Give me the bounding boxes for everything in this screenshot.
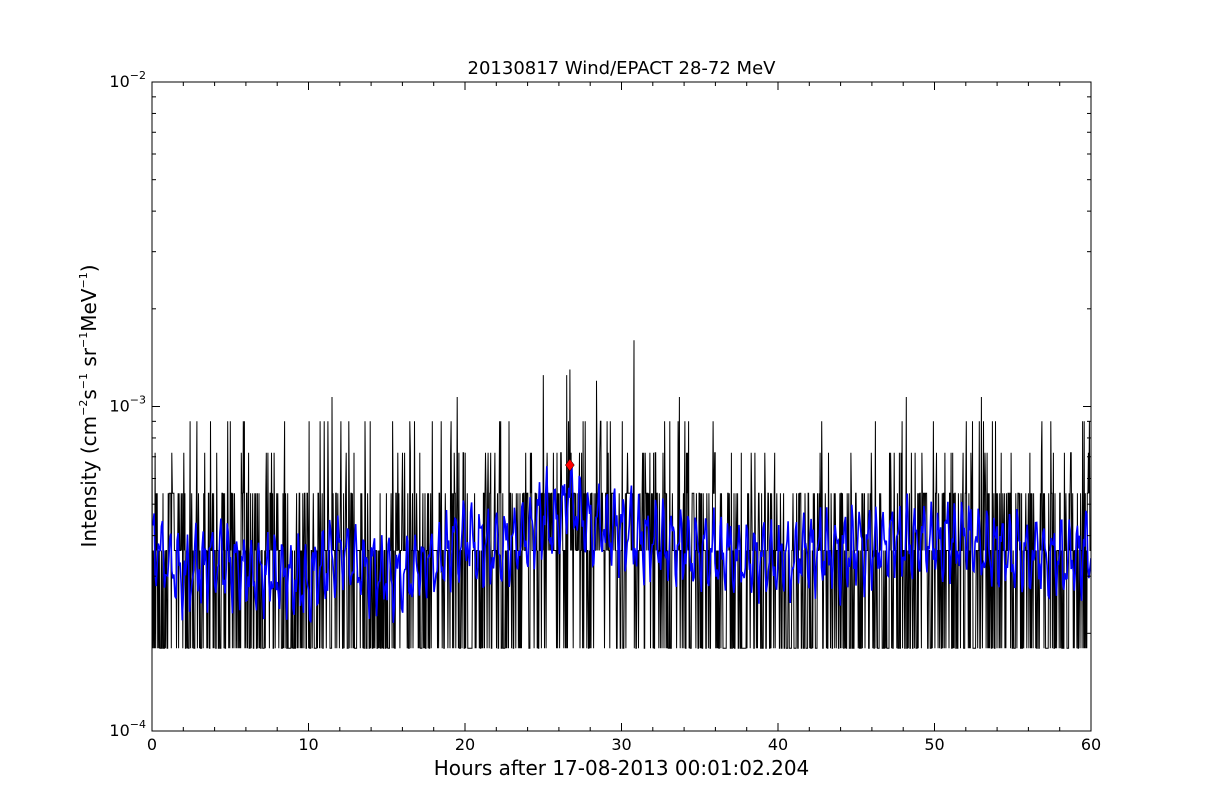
x-tick-label: 10 <box>298 735 318 754</box>
y-axis-title: Intensity (cm−2s−1 sr−1MeV−1) <box>77 264 101 547</box>
x-tick-label: 30 <box>611 735 631 754</box>
chart-title: 20130817 Wind/EPACT 28-72 MeV <box>468 58 777 79</box>
x-tick-label: 0 <box>147 735 157 754</box>
y-tick-label: 10−3 <box>109 394 146 416</box>
x-axis-title: Hours after 17-08-2013 00:01:02.204 <box>434 756 810 780</box>
onset-marker <box>565 458 575 472</box>
x-tick-label: 50 <box>924 735 944 754</box>
x-tick-label: 40 <box>768 735 788 754</box>
plot-area <box>152 340 1091 649</box>
x-tick-label: 60 <box>1081 735 1101 754</box>
y-tick-label: 10−2 <box>109 69 146 91</box>
smoothed-intensity-line <box>152 463 1091 623</box>
y-tick-label: 10−4 <box>109 718 146 740</box>
x-tick-label: 20 <box>455 735 475 754</box>
axis-ticks: 0 10 20 30 40 50 60 10−4 10−3 10−2 <box>109 69 1101 754</box>
